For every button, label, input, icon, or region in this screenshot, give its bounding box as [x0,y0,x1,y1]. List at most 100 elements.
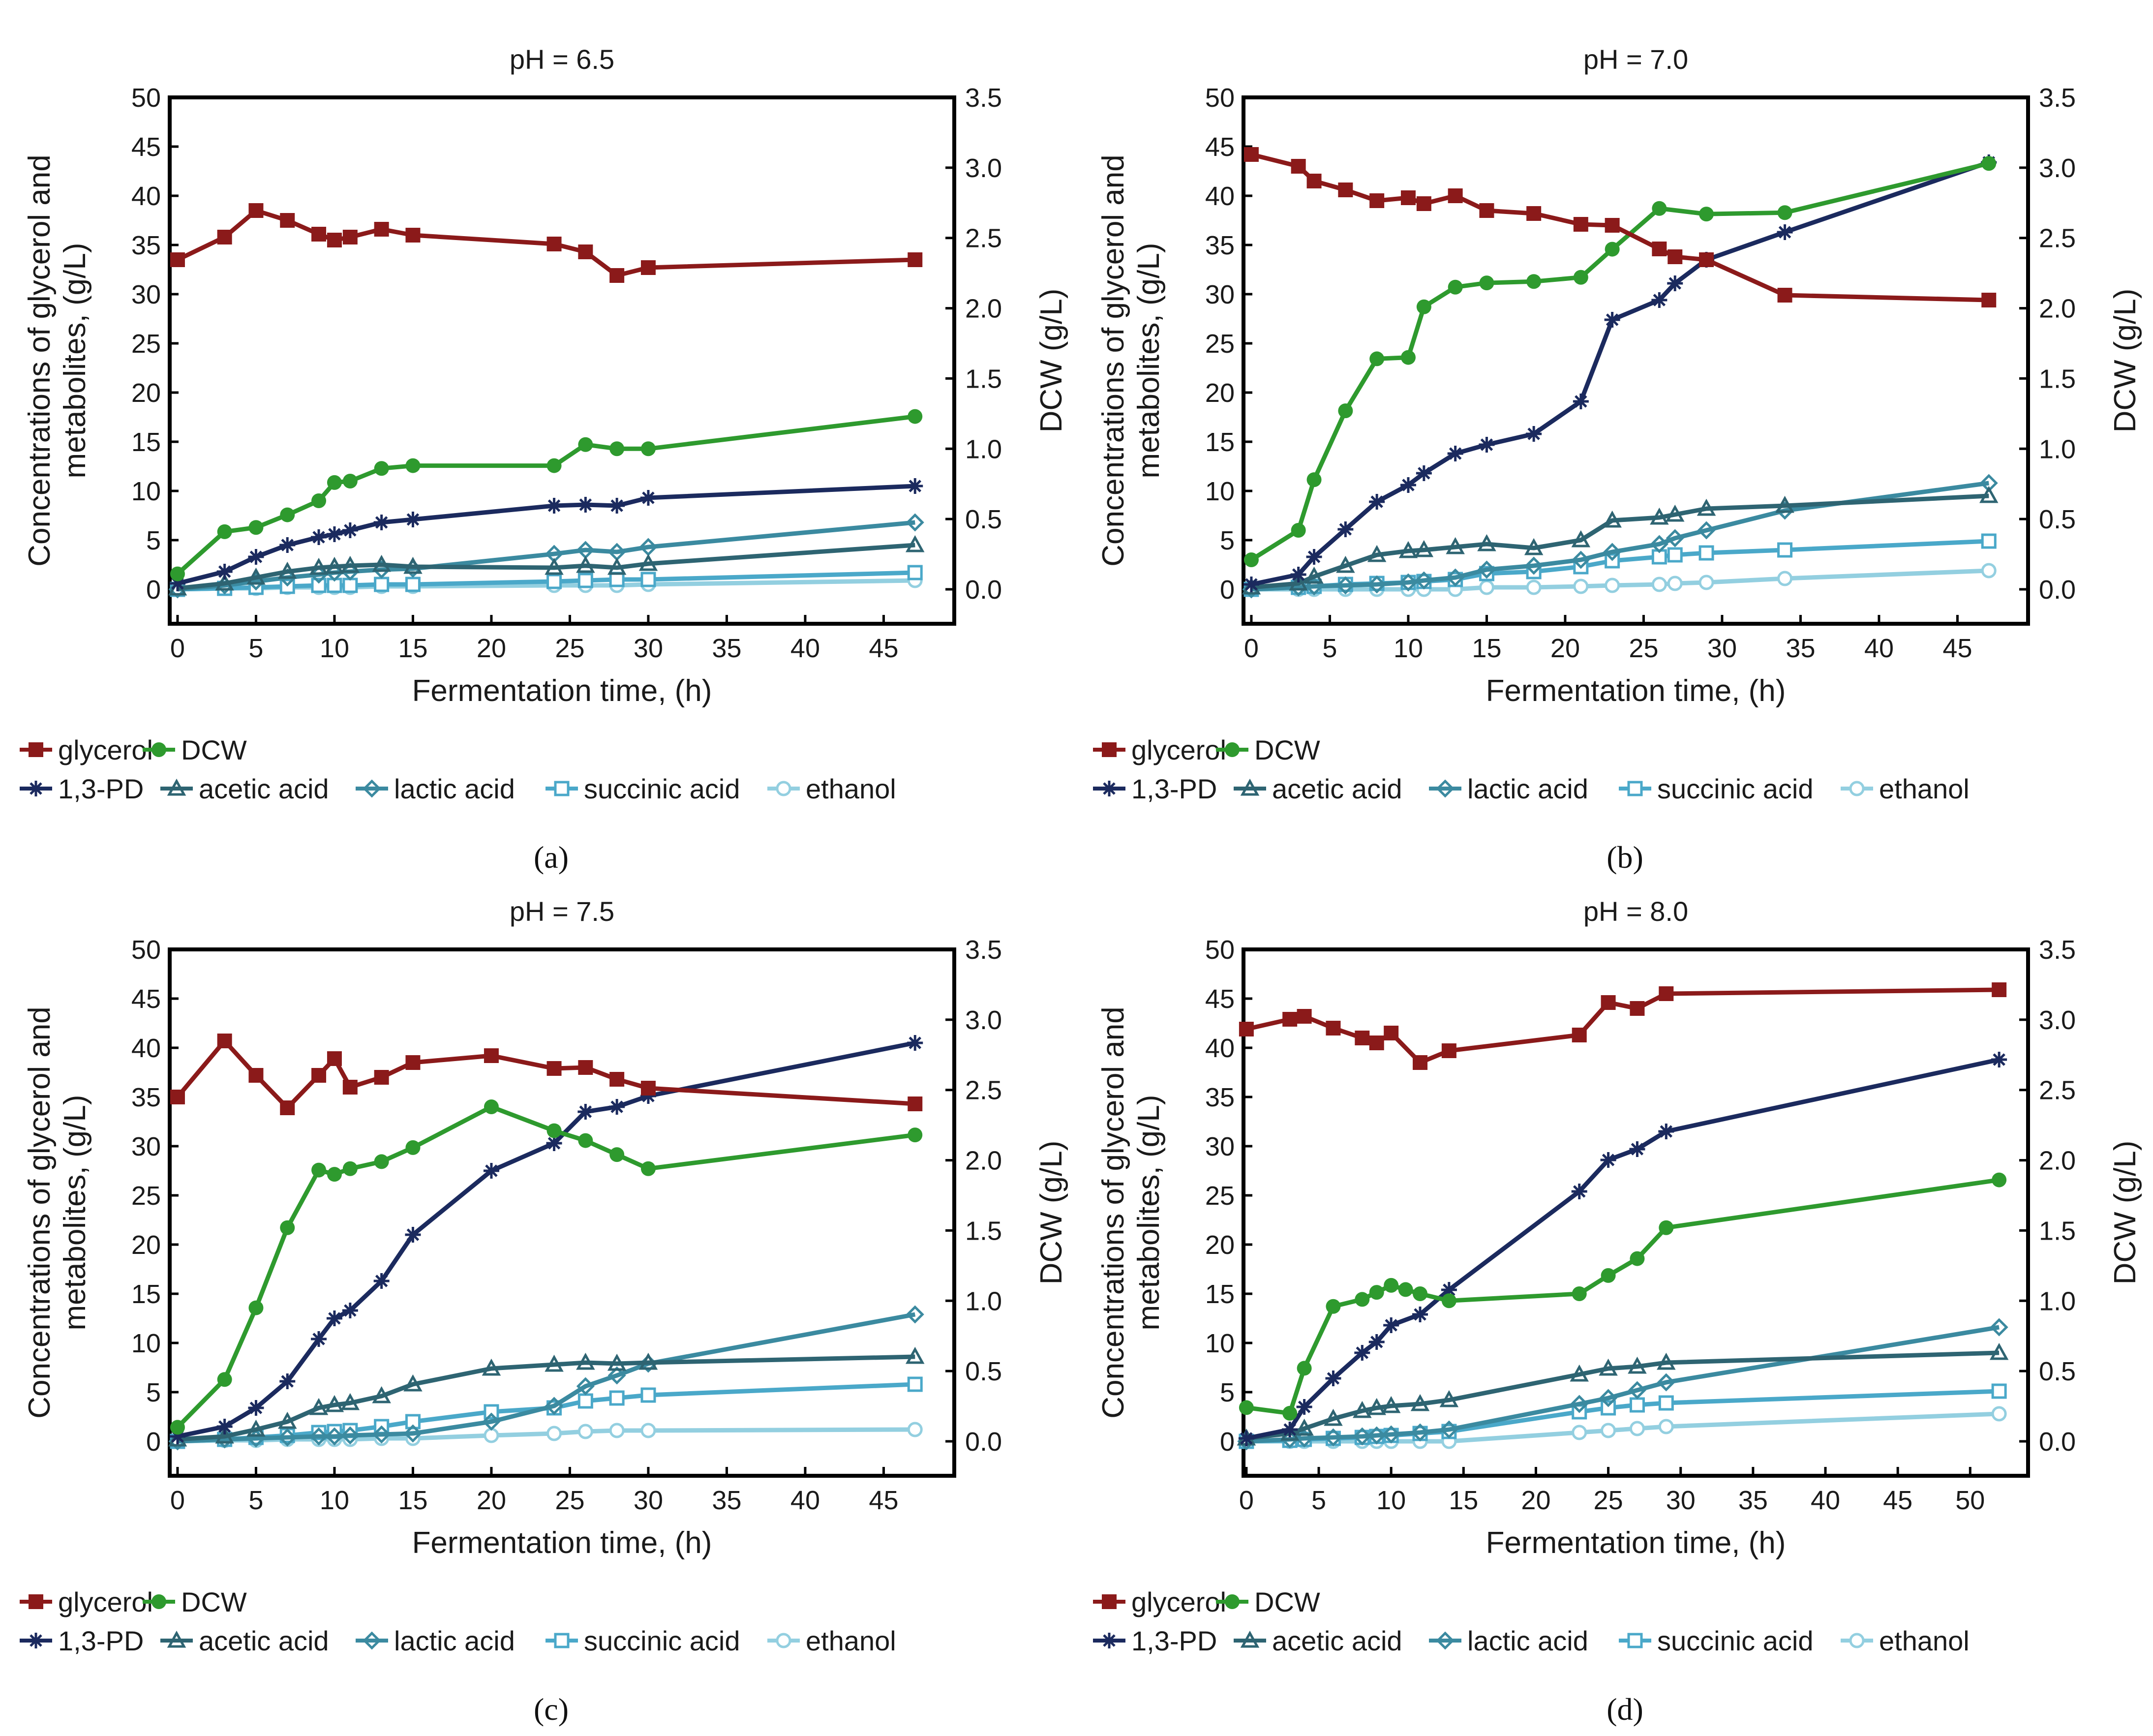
data-point-lactic [1446,568,1465,587]
data-point-glycerol [374,1070,389,1085]
legend: glycerol DCW 1,3-PD acetic acid lactic acid s… [20,734,896,804]
data-point-pd13 [1400,477,1416,493]
data-point-succinic [1629,1397,1645,1413]
data-point-dcw [405,458,421,473]
data-point-ethanol [1667,576,1683,591]
data-point-acetic [1414,540,1434,557]
data-point-glycerol [217,1034,232,1048]
series-dcw [1239,1172,2007,1421]
x-tick-label: 5 [1311,1486,1326,1515]
data-point-acetic [1381,1396,1401,1413]
legend-marker-succinic [554,1633,570,1648]
y-tick-label: 5 [1220,526,1235,555]
data-point-dcw [1777,205,1792,220]
data-point-acetic [1657,1352,1676,1370]
data-point-ethanol [609,1423,625,1438]
data-point-dcw [609,1147,625,1162]
data-point-succinic [1777,542,1793,558]
data-point-pd13 [1600,1152,1616,1168]
data-point-lactic [1572,550,1590,569]
data-point-pd13 [546,498,562,514]
panel-caption: (a) [534,840,569,875]
data-point-succinic [640,572,656,587]
data-point-pd13 [1306,549,1322,565]
data-point-succinic [907,565,923,580]
series-line-glycerol [176,1038,915,1110]
data-point-lactic [372,1425,391,1444]
legend-label-ethanol: ethanol [1879,773,1970,804]
y-tick-label: 0 [1220,1427,1235,1457]
data-point-pd13 [311,529,327,545]
data-point-pd13 [279,537,296,553]
data-point-glycerol [1981,293,1997,307]
data-point-glycerol [1384,1026,1399,1040]
data-point-acetic [1477,534,1496,551]
y-tick-label: 45 [1205,132,1235,162]
data-point-acetic [1979,486,1999,503]
data-point-glycerol [609,268,625,283]
data-point-pd13 [1658,1124,1674,1139]
data-point-acetic [403,556,423,574]
x-tick-label: 20 [1550,634,1580,663]
y-tick-label: 15 [1205,1279,1235,1309]
data-point-ethanol [640,1423,656,1438]
data-point-dcw [1306,472,1322,487]
x-tick-label: 5 [1322,634,1337,663]
data-point-lactic [309,1427,328,1446]
y-tick-label: 35 [1205,1083,1235,1112]
y-tick-label: 50 [131,83,161,113]
data-point-lactic [545,1397,564,1415]
legend-label-acetic: acetic acid [199,773,329,804]
chart-title: pH = 6.5 [510,44,614,75]
data-point-glycerol [1369,193,1385,208]
y-tick-label: 0 [146,575,161,605]
series-glycerol [170,1034,923,1115]
x-tick-label: 20 [477,634,506,663]
data-point-glycerol [1601,995,1616,1010]
data-point-glycerol [405,228,421,243]
x-tick-label: 10 [1394,634,1423,663]
legend-marker-dcw [1225,1594,1240,1609]
data-point-glycerol [280,1100,295,1115]
legend-marker-acetic [1240,778,1260,796]
data-point-glycerol [578,1060,593,1075]
x-tick-label: 40 [790,1486,820,1515]
data-point-ethanol [1601,1423,1616,1438]
data-point-lactic [1382,1425,1400,1444]
data-point-dcw [342,474,358,488]
data-point-lactic [403,1424,422,1443]
x-tick-label: 35 [1786,634,1815,663]
x-tick-label: 35 [712,634,741,663]
data-point-pd13 [1667,275,1683,291]
data-point-dcw [405,1140,421,1155]
data-point-pd13 [342,1303,358,1318]
legend-label-acetic: acetic acid [1272,773,1402,804]
y-tick-label: 20 [1205,378,1235,408]
data-point-pd13 [373,515,390,530]
legend-label-succinic: succinic acid [584,773,740,804]
data-point-ethanol [546,1426,562,1441]
y2-tick-label: 0.5 [2039,505,2076,534]
data-point-acetic [576,555,595,573]
x-tick-label: 0 [1239,1486,1254,1515]
data-point-pd13 [640,1088,656,1104]
x-tick-label: 15 [398,1486,427,1515]
y2-tick-label: 0.0 [965,1427,1002,1457]
y2-tick-label: 1.0 [965,434,1002,464]
data-point-ethanol [1991,1406,2007,1422]
legend-marker-acetic [167,778,186,796]
data-point-glycerol [1326,1021,1341,1036]
x-tick-label: 25 [1629,634,1658,663]
series-line-dcw [1250,161,1990,562]
data-point-dcw [280,1220,295,1235]
legend-marker-ethanol [776,781,791,796]
legend-label-acetic: acetic acid [1272,1625,1402,1656]
data-point-acetic [403,1374,423,1392]
data-point-pd13 [1991,1052,2007,1067]
data-point-glycerol [546,1061,562,1076]
data-point-glycerol [217,230,232,244]
data-point-pd13 [405,512,421,527]
data-point-acetic [1628,1356,1647,1374]
y-axis-label-line: metabolites, (g/L) [58,243,92,479]
data-point-pd13 [248,1400,264,1416]
